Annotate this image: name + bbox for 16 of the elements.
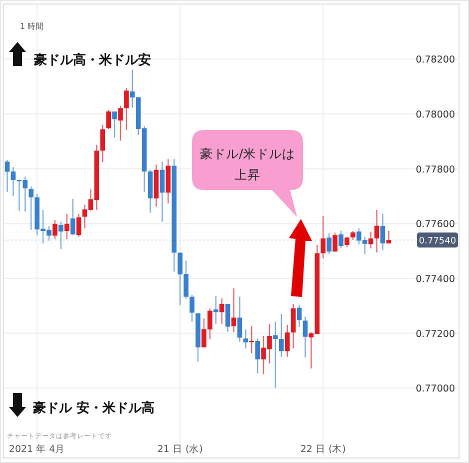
x-tick-label: 21 日 (水)	[157, 443, 203, 455]
y-tick-label: 0.78000	[416, 109, 455, 120]
y-tick-label: 0.78200	[416, 54, 455, 66]
annotation: 1 時間	[20, 22, 44, 31]
annotation: 豪ドル 安・米ドル高	[32, 400, 155, 416]
x-tick-label: 22 日 (木)	[300, 443, 346, 455]
y-tick-label: 0.77000	[416, 384, 455, 395]
annotation: 豪ドル/米ドルは	[200, 146, 296, 161]
annotation: 豪ドル高・米ドル安	[33, 52, 151, 68]
y-tick-label: 0.77600	[416, 219, 455, 230]
y-tick-label: 0.77800	[416, 164, 455, 176]
y-tick-label: 0.77400	[416, 274, 455, 285]
x-tick-label: 2021 年 4月	[8, 443, 66, 455]
y-tick-label: 0.77200	[416, 328, 455, 340]
annotation: 上昇	[234, 167, 260, 182]
ref-line-label: 0.77540	[418, 236, 456, 246]
